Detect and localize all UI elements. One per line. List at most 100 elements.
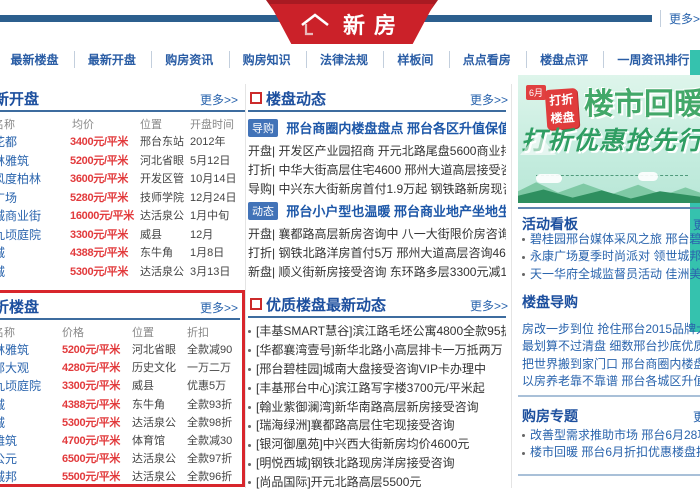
bullet-dot (248, 405, 251, 409)
quality-item-link[interactable]: [银河御凰苑]中兴西大街新房均价4600元 (256, 437, 470, 452)
property-location: 达活泉公 (140, 210, 184, 222)
news-line-link[interactable]: 打折| 中华大街高层住宅4600 邢州大道高层接受咨询 (248, 163, 506, 177)
property-price: 16000元/平米 (70, 210, 134, 222)
list-item-link[interactable]: 永康广场夏季时尚派对 领世城邦交友联谊 (522, 247, 700, 264)
list-item-link[interactable]: 天一华府全城监督员活动 佳洲美地航模赛 (522, 265, 700, 282)
property-name-link[interactable]: 公元 (0, 452, 18, 467)
activity-more-link[interactable]: 更多>> (693, 218, 700, 232)
news-line-link[interactable]: 开盘| 开发区产业园招商 开元北路尾盘5600商业排卡 (248, 144, 506, 158)
discount-more-link[interactable]: 更多>> (200, 301, 239, 315)
nav-link[interactable]: 购房资讯 (151, 51, 213, 68)
news-line-link[interactable]: 开盘| 襄都路高层新房咨询中 八一大街限价房咨询4091 (248, 227, 506, 241)
property-name-link[interactable]: 九顷庭院 (0, 227, 42, 242)
table-row: 林雅筑 5200元/平米 河北省眼 全款减90 (0, 341, 245, 359)
table-row: 城邦 5500元/平米 达活泉公 全款96折 (0, 468, 245, 486)
property-name-link[interactable]: 风度柏林 (0, 172, 42, 186)
list-item-link[interactable]: 最划算不过清盘 细数邢台抄底优质尾房 (522, 339, 700, 354)
item-text: 楼市回暖 邢台6月折扣优惠楼盘抢先行 (530, 445, 700, 460)
news-more-link[interactable]: 更多>> (470, 93, 509, 107)
property-name-link[interactable]: 广场 (0, 190, 18, 205)
list-item: [华都襄湾壹号]新华北路小高层排卡一万抵两万 (248, 341, 506, 360)
news-headline-link[interactable]: 邢台商圈内楼盘盘点 邢台各区升值保值盘 (286, 121, 506, 136)
property-extra: 全款93折 (187, 398, 233, 411)
new-openings-more-link[interactable]: 更多>> (200, 93, 239, 107)
list-item-link[interactable]: 房改一步到位 抢住邢台2015品牌大三房 (522, 322, 700, 336)
table-row: 城 5300元/平米 达活泉公 3月13日 (0, 263, 245, 282)
square-bullet-icon (250, 298, 262, 310)
list-item-link[interactable]: 以房养老靠不靠谱 邢台各城区升值保值楼盘 (522, 373, 700, 388)
table-row: 林雅筑 5200元/平米 河北省眼 5月12日 (0, 152, 245, 171)
property-name-link[interactable]: 林雅筑 (0, 153, 30, 168)
nav-link[interactable]: 一周资讯排行 (603, 51, 689, 68)
property-price: 3400元/平米 (70, 136, 129, 148)
col-location: 位置 (140, 119, 162, 131)
cloud-decoration (536, 174, 562, 183)
news-line-link[interactable]: 打折| 钢铁北路洋房首付5万 邢州大道高层咨询4600元 (248, 246, 506, 260)
col-discount: 折扣 (187, 327, 209, 339)
property-extra: 10月14日 (190, 173, 237, 185)
quality-item-link[interactable]: [翰业紫御澜湾]新华南路高层新房接受咨询 (256, 399, 479, 414)
quality-item-link[interactable]: [丰基邢台中心]滨江路写字楼3700元/平米起 (256, 380, 485, 395)
list-item-link[interactable]: 把世界搬到家门口 邢台商圈内楼盘盘点 (522, 356, 700, 371)
quality-item-link[interactable]: [明悦西城]钢铁北路现房洋房接受咨询 (256, 456, 455, 471)
new-openings-table: 名称 均价 位置 开盘时间 花都 3400元/平米 邢台东站 2012年 林雅筑… (0, 116, 245, 281)
special-more-link[interactable]: 更多>> (693, 410, 700, 424)
property-name-link[interactable]: 九顷庭院 (0, 379, 42, 394)
quality-item-link[interactable]: [丰基SMART慧谷]滨江路毛坯公寓4800全款95折 (256, 324, 506, 338)
discount-title: 折楼盘 (0, 299, 40, 316)
property-location: 东牛角 (140, 247, 173, 259)
nav-link[interactable]: 点点看房 (448, 51, 511, 68)
news-line-link[interactable]: 新盘| 顺义街新房接受咨询 东环路多层3300元减100/㎡ (248, 265, 506, 279)
quality-item-link[interactable]: [瑞海绿洲]襄都路高层住宅现接受咨询 (256, 418, 455, 433)
property-extra: 12月 (190, 228, 214, 241)
nav-link[interactable]: 法律法规 (305, 51, 368, 68)
property-name-link[interactable]: 雅筑 (0, 433, 18, 448)
property-name-link[interactable]: 城 (0, 244, 73, 261)
property-location: 开发区管 (140, 173, 184, 185)
property-name-link[interactable]: 部大观 (0, 361, 30, 376)
property-name-link[interactable]: 城邦 (0, 470, 18, 485)
property-name-link[interactable]: 城 (0, 396, 73, 413)
news-line-link[interactable]: 导购| 中兴东大街新房首付1.9万起 钢铁路新房现咨询 (248, 182, 506, 196)
property-location: 河北省眼 (132, 344, 176, 356)
quality-item-link[interactable]: [尚品国际]开元北路高层5500元 (256, 475, 422, 490)
list-item: [邢台碧桂园]城南大盘接受咨询VIP卡办理中 (248, 360, 506, 379)
item-text: 天一华府全城监督员活动 佳洲美地航模赛 (530, 266, 700, 281)
item-text: 碧桂园邢台媒体采风之旅 邢台碧桂园花园 (530, 232, 700, 246)
property-location: 技师学院 (140, 191, 184, 204)
property-extra: 全款98折 (187, 416, 233, 429)
banner-title: 新房 (342, 13, 405, 38)
list-item-link[interactable]: 改善型需求推助市场 邢台6月28项目入市 (522, 426, 700, 443)
nav-link[interactable]: 楼盘点评 (526, 51, 588, 68)
property-name-link[interactable]: 城 (0, 263, 73, 280)
col-date: 开盘时间 (190, 119, 234, 131)
nav-link[interactable]: 最新楼盘 (10, 53, 59, 67)
bullet-dot (248, 330, 251, 334)
news-headline-link[interactable]: 邢台小户型也温暖 邢台商业地产坐地生金 (286, 204, 506, 219)
top-more-link[interactable]: 更多>> (660, 10, 700, 27)
property-name-link[interactable]: 城 (0, 414, 73, 431)
quality-more-link[interactable]: 更多>> (470, 299, 509, 313)
table-row: 城 5300元/平米 达活泉公 全款98折 (0, 414, 245, 432)
quality-item-link[interactable]: [华都襄湾壹号]新华北路小高层排卡一万抵两万 (256, 342, 503, 357)
table-row: 雅筑 4700元/平米 体育馆 全款减30 (0, 432, 245, 450)
bullet-dot (248, 481, 251, 485)
promo-banner[interactable]: 6月 打折 楼盘 楼市回暖 打折优惠抢先行 (518, 75, 700, 203)
list-item: [瑞海绿洲]襄都路高层住宅现接受咨询 (248, 416, 506, 435)
quality-item-link[interactable]: [邢台碧桂园]城南大盘接受咨询VIP卡办理中 (256, 361, 487, 376)
promo-month-badge: 6月 (526, 85, 547, 100)
nav-link[interactable]: 最新开盘 (73, 51, 136, 68)
property-name-link[interactable]: 花都 (0, 135, 18, 149)
bullet-dot (248, 387, 251, 390)
item-text: 永康广场夏季时尚派对 领世城邦交友联谊 (530, 249, 700, 264)
property-price: 4700元/平米 (62, 434, 121, 447)
property-extra: 全款96折 (187, 471, 233, 484)
news-group: 动态 邢台小户型也温暖 邢台商业地产坐地生金 开盘| 襄都路高层新房咨询中 八一… (248, 201, 506, 282)
nav-link[interactable]: 样板间 (383, 51, 433, 68)
property-name-link[interactable]: 城商业街 (0, 209, 42, 223)
nav-link[interactable]: 购房知识 (228, 51, 291, 68)
property-name-link[interactable]: 林雅筑 (0, 343, 30, 357)
list-item-link[interactable]: 楼市回暖 邢台6月折扣优惠楼盘抢先行 (522, 443, 700, 460)
list-item-link[interactable]: 碧桂园邢台媒体采风之旅 邢台碧桂园花园 (522, 230, 700, 247)
table-row: 城 4388元/平米 东牛角 1月8日 (0, 244, 245, 263)
